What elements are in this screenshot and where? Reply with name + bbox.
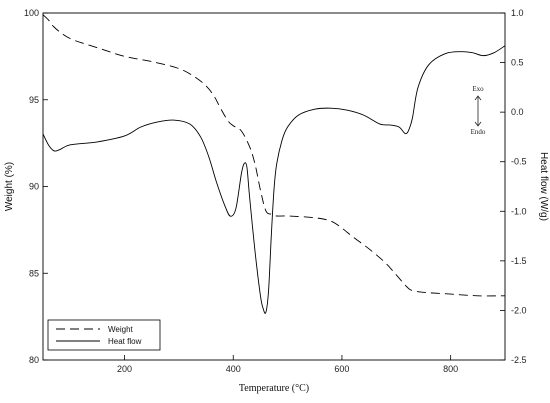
right-y-tick-label: -2.5 bbox=[511, 355, 527, 365]
x-tick-label: 200 bbox=[117, 364, 132, 374]
x-axis-ticks: 200 400 600 800 bbox=[117, 355, 458, 374]
legend-label: Heat flow bbox=[108, 337, 142, 346]
right-y-tick-label: -2.0 bbox=[511, 305, 527, 315]
right-y-tick-label: -1.0 bbox=[511, 206, 527, 216]
legend: Weight Heat flow bbox=[47, 319, 161, 351]
left-y-axis-ticks: 80 85 90 95 100 bbox=[24, 8, 48, 365]
endo-label: Endo bbox=[471, 128, 486, 136]
left-y-tick-label: 80 bbox=[29, 355, 39, 365]
arrow-down-icon bbox=[474, 121, 482, 127]
right-y-tick-label: -0.5 bbox=[511, 157, 527, 167]
exo-endo-indicator: Exo Endo bbox=[471, 85, 486, 136]
series-line-weight bbox=[42, 14, 506, 297]
arrow-up-icon bbox=[474, 95, 482, 101]
right-y-tick-label: -1.5 bbox=[511, 256, 527, 266]
left-y-tick-label: 95 bbox=[29, 95, 39, 105]
left-y-axis-title: Weight (%) bbox=[4, 162, 15, 211]
right-y-axis-title: Heat flow (W/g) bbox=[538, 152, 549, 221]
right-y-tick-label: 1.0 bbox=[511, 8, 524, 18]
series-layer bbox=[42, 14, 506, 314]
right-y-tick-label: 0.0 bbox=[511, 107, 524, 117]
x-axis-title: Temperature (°C) bbox=[239, 383, 309, 394]
legend-box bbox=[47, 319, 161, 351]
left-y-tick-label: 90 bbox=[29, 182, 39, 192]
x-tick-label: 400 bbox=[226, 364, 241, 374]
x-tick-label: 800 bbox=[443, 364, 458, 374]
legend-label: Weight bbox=[108, 325, 134, 334]
left-y-tick-label: 100 bbox=[24, 8, 39, 18]
x-tick-label: 600 bbox=[334, 364, 349, 374]
right-y-axis-ticks: -2.5 -2.0 -1.5 -1.0 -0.5 0.0 0.5 1.0 bbox=[500, 8, 527, 365]
exo-label: Exo bbox=[472, 85, 484, 93]
left-y-tick-label: 85 bbox=[29, 268, 39, 278]
right-y-tick-label: 0.5 bbox=[511, 58, 524, 68]
series-line-heat-flow bbox=[42, 45, 506, 314]
